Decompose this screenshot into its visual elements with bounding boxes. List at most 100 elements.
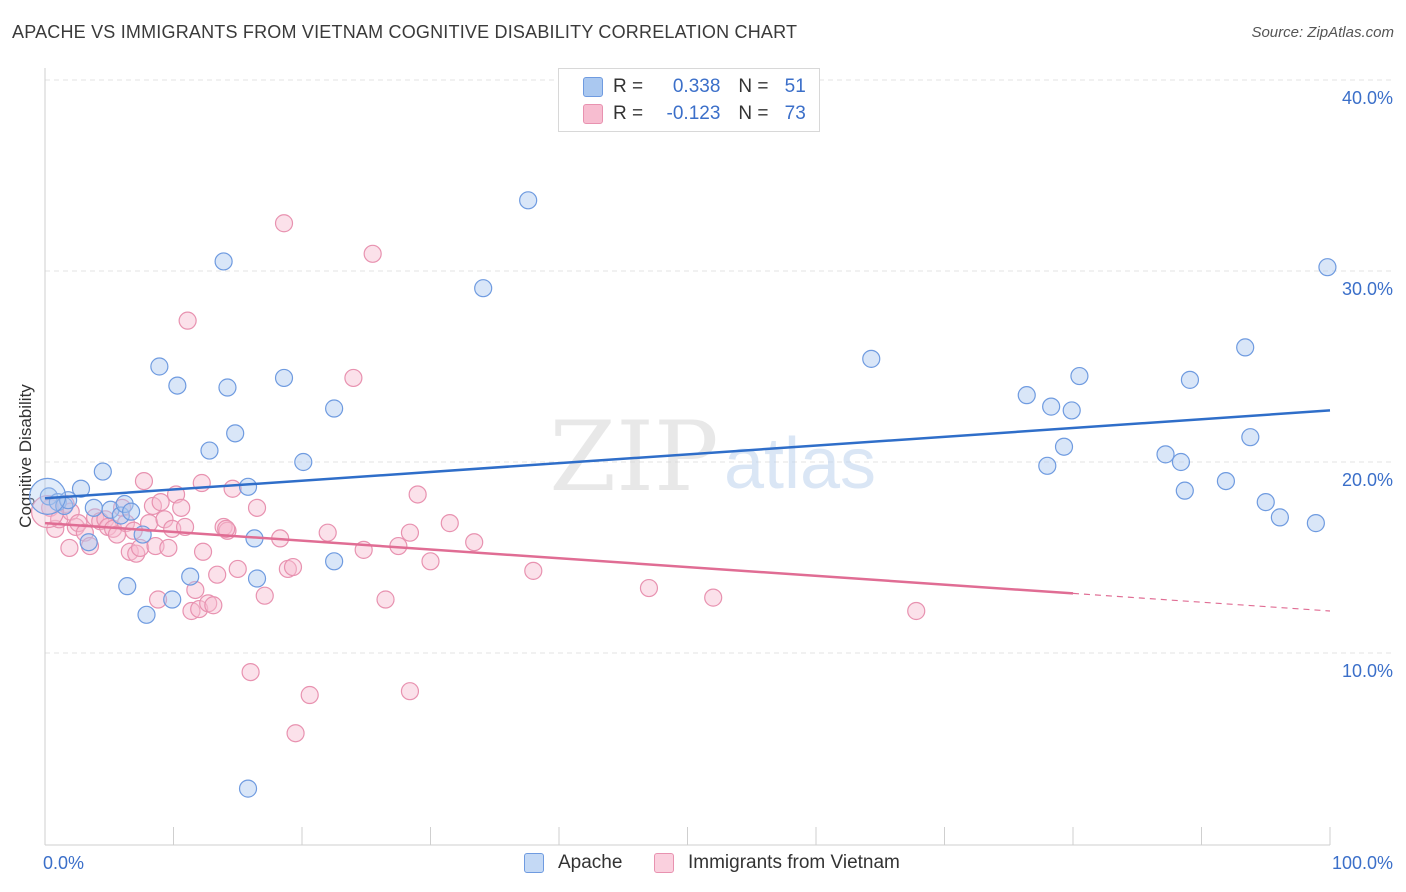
vietnam-point [286,724,305,743]
vietnam-point [344,368,363,388]
legend-n-label: N = [738,103,769,124]
apache-point [1062,401,1081,420]
apache-point [118,577,137,596]
apache-point [137,605,156,624]
vietnam-point [120,542,139,561]
axes [44,68,1331,846]
apache-point [1017,386,1036,405]
apache-point [1216,472,1236,491]
apache-point [181,567,200,586]
legend-swatch-apache [583,77,603,97]
vietnam-point [247,498,267,517]
apache-point [111,506,130,525]
vietnam-point [318,523,337,542]
apache-point [1042,397,1061,416]
vietnam-point [465,533,484,552]
vietnam-point [186,580,205,600]
apache-point [226,424,245,443]
apache-point [115,494,134,514]
vietnam-point [223,479,242,498]
vietnam-point [151,493,170,512]
apache-point [1180,370,1200,389]
legend-row-vietnam: R = -0.123 N = 73 [583,101,806,127]
apache-point [84,498,103,517]
apache-point [218,378,237,397]
vietnam-point [217,519,236,538]
series-legend: Apache Immigrants from Vietnam [0,852,1406,878]
legend-n-label: N = [738,76,769,97]
apache-point [247,569,267,588]
vietnam-point [130,538,150,558]
vietnam-point [208,565,227,584]
apache-point [325,399,344,418]
vietnam-point [228,559,247,579]
apache-point [71,479,91,498]
vietnam-point [204,596,223,615]
vietnam-point [639,578,659,598]
apache-point [294,452,313,472]
vietnam-point [440,514,459,533]
vietnam-point [155,510,174,529]
vietnam-trend-extension [1072,592,1331,612]
legend-n-value-vietnam: 73 [784,103,806,124]
apache-point [168,376,187,395]
apache-point [1171,452,1191,472]
legend-item-apache[interactable]: Apache [524,852,622,874]
vietnam-point [363,244,382,263]
apache-point [1241,428,1260,447]
vietnam-point [907,601,926,621]
legend-n-value-apache: 51 [784,76,806,97]
vietnam-point [704,588,723,607]
apache-point [238,477,258,496]
apache-point [214,252,233,271]
apache-point [474,279,493,298]
vietnam-point [60,538,79,558]
apache-point [1156,445,1175,464]
apache-point [519,191,538,210]
grid-lines [45,79,1393,654]
legend-label-vietnam: Immigrants from Vietnam [688,852,900,873]
apache-point [121,502,141,521]
legend-r-label: R = [613,103,644,124]
legend-r-value-apache: 0.338 [672,76,721,97]
vietnam-point [283,557,303,577]
y-tick-label: 40.0% [1342,88,1393,108]
chart-source: Source: ZipAtlas.com [1251,24,1394,41]
watermark: ZIP atlas [549,401,876,513]
vietnam-point [193,542,213,561]
stats-legend: R = 0.338 N = 51 R = -0.123 N = 73 [558,68,820,132]
vietnam-point [400,523,420,542]
apache-point [1270,508,1289,527]
apache-point [150,357,169,376]
vietnam-point [190,599,209,619]
apache-point [325,552,344,571]
apache-point [93,462,112,481]
vietnam-point [376,590,395,609]
legend-row-apache: R = 0.338 N = 51 [583,74,806,100]
vietnam-point [421,552,440,571]
vietnam-point [159,538,178,558]
apache-point [1054,437,1074,456]
vietnam-point [300,685,319,705]
vietnam-point [400,682,420,701]
vietnam-point [408,485,427,504]
apache-point [238,779,258,798]
watermark-atlas: atlas [724,424,876,504]
legend-item-vietnam[interactable]: Immigrants from Vietnam [654,852,900,874]
apache-point [1236,338,1255,357]
legend-swatch-apache [524,853,544,873]
apache-point [1038,456,1057,475]
apache-point [1306,514,1325,533]
vietnam-trend-line [44,521,1074,595]
apache-point [1070,366,1089,386]
vietnam-point [139,514,159,533]
legend-r-label: R = [613,76,644,97]
vietnam-point [134,472,154,491]
apache-point [1318,258,1337,277]
y-tick-label: 30.0% [1342,279,1393,299]
apache-point [200,441,219,460]
legend-swatch-vietnam [654,853,674,873]
vietnam-point [148,590,168,609]
vietnam-point [178,311,197,330]
